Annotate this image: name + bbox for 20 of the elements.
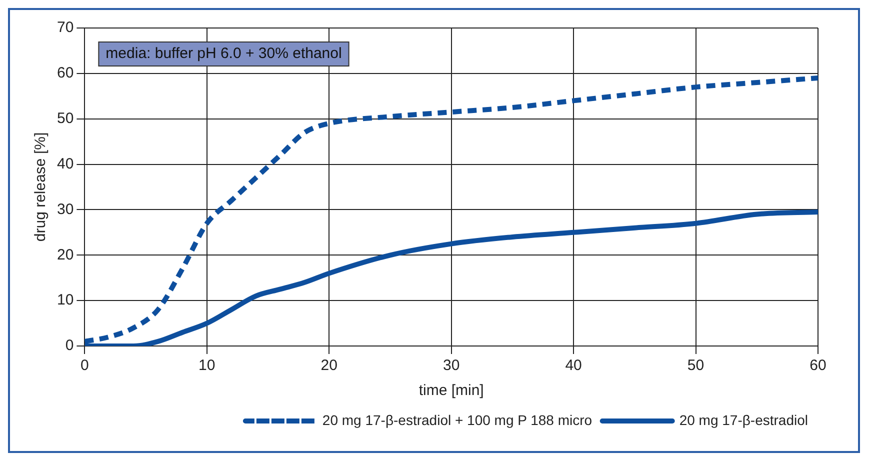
x-tick-label: 10 [198,357,216,374]
x-tick-label: 20 [320,357,338,374]
x-tick-label: 30 [443,357,460,374]
y-tick-label: 0 [65,337,74,354]
x-axis-title: time [min] [418,382,484,400]
y-axis-title: drug release [%] [32,132,50,242]
legend-label: 20 mg 17-β-estradiol + 100 mg P 188 micro [322,412,592,428]
x-tick-label: 40 [565,357,582,374]
legend-label: 20 mg 17-β-estradiol [679,412,808,428]
y-tick-label: 10 [56,292,74,309]
y-tick-label: 60 [56,64,74,82]
x-tick-label: 50 [687,357,704,374]
y-tick-label: 30 [56,200,74,218]
y-tick-label: 40 [56,155,74,172]
y-tick-label: 20 [56,246,74,264]
y-tick-label: 50 [56,110,74,127]
y-tick-label: 70 [56,19,74,36]
annotation: media: buffer pH 6.0 + 30% ethanol [106,45,342,62]
x-tick-label: 0 [80,357,89,374]
x-tick-label: 60 [810,357,826,374]
